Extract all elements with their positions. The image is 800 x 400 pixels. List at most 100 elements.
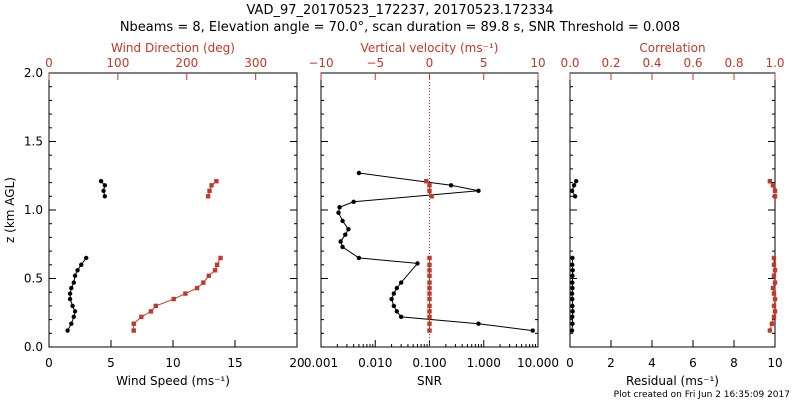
wind-data-point	[101, 188, 106, 194]
wind-data-point-red	[131, 328, 136, 333]
plot-created-note: Plot created on Fri Jun 2 16:35:09 2017	[614, 390, 790, 400]
wind-data-point	[98, 179, 104, 184]
residual-data-point	[570, 262, 575, 267]
snr-data-point-red	[424, 179, 429, 184]
wind-top-tick-label: 200	[175, 56, 198, 70]
wind-top-tick-label: 0	[45, 56, 53, 70]
residual-data-point-red	[771, 273, 777, 278]
wind-series-top-line	[207, 180, 217, 197]
wind-data-point	[67, 291, 73, 296]
wind-ytick-label: 0.5	[24, 272, 43, 286]
snr-data-point	[338, 239, 343, 244]
residual-data-point	[570, 303, 575, 309]
wind-data-point	[71, 280, 77, 285]
residual-data-point	[570, 273, 575, 278]
wind-ytick-label: 1.5	[24, 135, 43, 149]
wind-data-point	[102, 183, 108, 188]
chart-title: VAD_97_20170523_172237, 20170523.172334	[246, 3, 554, 18]
snr-data-point	[391, 303, 397, 309]
wind-data-point	[102, 194, 108, 199]
snr-top-tick-label: 5	[480, 56, 488, 70]
snr-data-point	[530, 328, 535, 333]
snr-data-point	[448, 183, 454, 188]
wind-data-point-red	[131, 321, 136, 326]
wind-data-point	[84, 255, 89, 261]
residual-data-point-red	[772, 268, 778, 273]
wind-data-point-red	[214, 179, 219, 184]
wind-data-point	[67, 296, 73, 302]
snr-data-point	[337, 205, 342, 210]
snr-data-point-red	[427, 268, 432, 273]
residual-series-bottom-line	[571, 180, 577, 197]
snr-xtick-label: 10.000	[517, 356, 559, 370]
residual-data-point-red	[771, 303, 777, 309]
snr-xtick-label: 1.000	[467, 356, 501, 370]
wind-data-point-red	[214, 262, 220, 267]
wind-data-point-red	[206, 273, 212, 278]
snr-data-point	[389, 296, 394, 302]
snr-data-point	[398, 280, 404, 285]
wind-ytick-label: 1.0	[24, 203, 43, 217]
snr-data-point	[336, 210, 341, 215]
snr-data-point-red	[427, 273, 432, 278]
wind-xtick-label: 10	[165, 356, 180, 370]
snr-data-point-red	[429, 194, 434, 199]
wind-data-point	[69, 321, 74, 326]
wind-data-point-red	[139, 314, 144, 320]
residual-data-point-red	[772, 280, 778, 285]
snr-top-tick-label: 10	[530, 56, 545, 70]
snr-top-tick-label: −10	[308, 56, 333, 70]
residual-xtick-label: 0	[566, 356, 574, 370]
wind-bottom-axis-label: Wind Speed (ms⁻¹)	[116, 374, 230, 388]
residual-data-point-red	[767, 328, 773, 333]
wind-data-point-red	[212, 268, 218, 273]
wind-data-point-red	[205, 194, 211, 199]
residual-panel-frame	[569, 72, 776, 348]
wind-data-point	[65, 328, 70, 333]
residual-data-point	[570, 296, 575, 302]
snr-data-point-red	[427, 285, 432, 291]
snr-series-bottom-line	[337, 172, 533, 332]
snr-bottom-axis-label: SNR	[417, 374, 442, 388]
wind-series-top-line	[133, 257, 221, 331]
residual-data-point-red	[772, 309, 778, 314]
wind-data-point-red	[218, 255, 223, 261]
snr-data-point	[398, 314, 404, 320]
snr-data-point	[394, 309, 400, 314]
snr-data-point-red	[427, 303, 432, 309]
residual-data-point	[573, 179, 579, 184]
chart-subtitle: Nbeams = 8, Elevation angle = 70.0°, sca…	[119, 20, 681, 35]
wind-data-point-red	[153, 303, 158, 309]
residual-data-point	[570, 314, 575, 320]
residual-data-point	[570, 285, 575, 291]
wind-top-tick-label: 100	[106, 56, 129, 70]
wind-xtick-label: 15	[227, 356, 242, 370]
wind-data-point	[79, 262, 84, 267]
snr-data-point-red	[427, 314, 432, 320]
residual-data-point	[570, 280, 575, 285]
snr-data-point	[356, 255, 362, 261]
residual-xtick-label: 6	[689, 356, 697, 370]
wind-data-point-red	[148, 309, 154, 314]
snr-xtick-label: 0.001	[304, 356, 338, 370]
wind-data-point	[70, 303, 75, 309]
wind-data-point-red	[207, 188, 212, 194]
residual-data-point	[570, 255, 575, 261]
residual-data-point-red	[769, 321, 775, 326]
snr-data-point	[394, 285, 400, 291]
snr-xtick-label: 0.100	[412, 356, 446, 370]
snr-top-tick-label: 0	[426, 56, 434, 70]
snr-top-tick-label: −5	[366, 56, 384, 70]
snr-data-point	[356, 170, 362, 176]
residual-top-axis-label: Correlation	[639, 41, 705, 55]
residual-top-tick-label: 0.8	[724, 56, 743, 70]
snr-data-point	[343, 232, 348, 237]
residual-data-point-red	[771, 314, 777, 320]
wind-data-point	[71, 314, 77, 320]
wind-data-point	[69, 285, 74, 291]
snr-data-point-red	[427, 309, 432, 314]
residual-data-point-red	[767, 179, 773, 184]
residual-data-point	[570, 268, 575, 273]
residual-data-point	[572, 194, 578, 199]
